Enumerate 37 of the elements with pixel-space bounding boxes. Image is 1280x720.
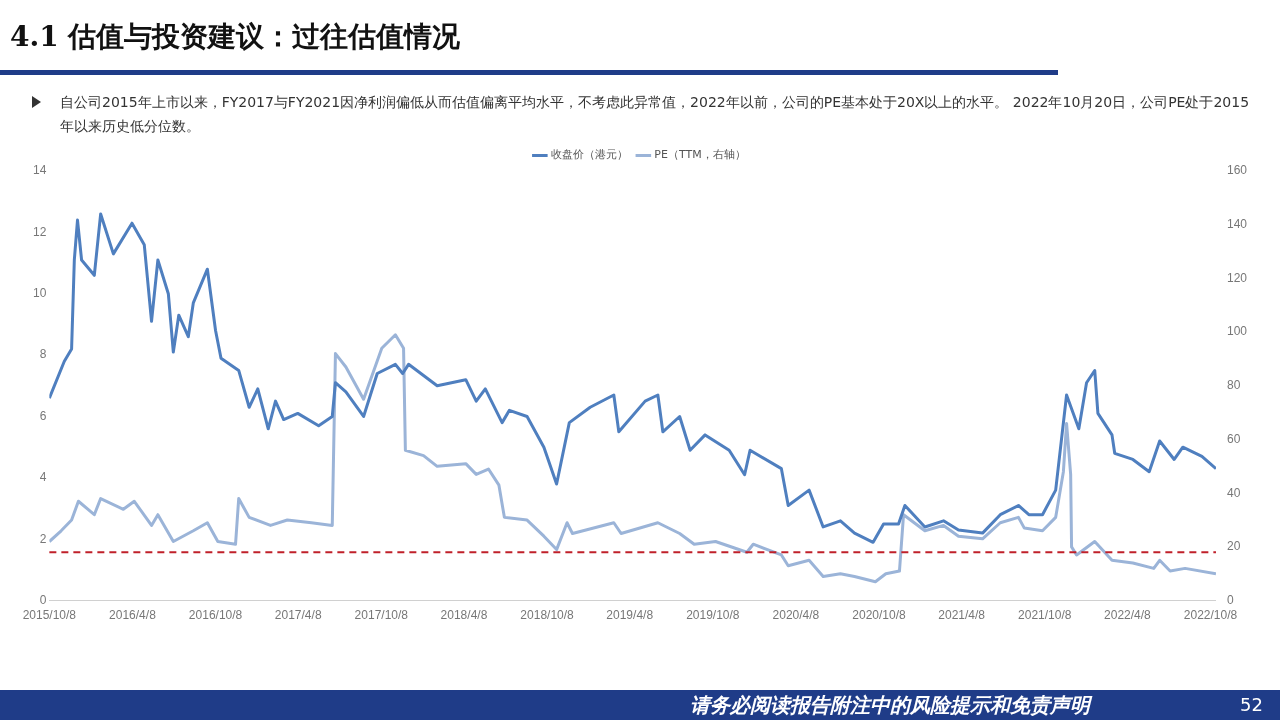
legend-label: 收盘价（港元）: [550, 148, 628, 162]
y-tick-label: 6: [39, 408, 47, 423]
y2-tick-label: 60: [1226, 431, 1241, 446]
chart-subtitle: 自公司2015年上市以来，FY2017与FY2021因净利润偏低从而估值偏离平均水平，不考虑此异常值，2022年以前，公司的PE基本处于20X以上的水平。 2022年10月20日，公司PE处于2015年以来历史低分位数。: [60, 93, 1251, 136]
x-tick-label: 2021/10/8: [1018, 608, 1072, 623]
x-tick-label: 2021/4/8: [938, 608, 986, 623]
x-tick-label: 2016/10/8: [188, 608, 243, 623]
x-tick-label: 2020/10/8: [852, 608, 907, 623]
x-tick-label: 2017/4/8: [274, 608, 322, 623]
y-tick-label: 12: [32, 224, 47, 239]
x-tick-label: 2022/10/8: [1183, 608, 1238, 623]
y-tick-label: 0: [39, 592, 47, 607]
y2-tick-label: 40: [1226, 485, 1241, 500]
y-tick-label: 14: [32, 163, 47, 178]
y2-tick-label: 100: [1226, 324, 1248, 339]
y2-tick-label: 80: [1226, 378, 1241, 393]
y2-tick-label: 160: [1226, 163, 1248, 178]
x-tick-label: 2015/10/8: [22, 608, 77, 623]
chart-title: 4.1 估值与投资建议：过往估值情况: [10, 19, 461, 55]
x-tick-label: 2016/4/8: [109, 608, 157, 623]
x-tick-label: 2019/4/8: [606, 608, 654, 623]
x-tick-label: 2019/10/8: [686, 608, 740, 623]
legend-label: PE（TTM，右轴）: [654, 148, 746, 162]
y-tick-label: 2: [39, 531, 47, 546]
y2-tick-label: 140: [1226, 217, 1248, 232]
x-tick-label: 2020/4/8: [772, 608, 820, 623]
x-tick-label: 2018/10/8: [520, 608, 575, 623]
y2-tick-label: 20: [1226, 539, 1241, 554]
y2-tick-label: 0: [1226, 592, 1234, 607]
x-tick-label: 2022/4/8: [1104, 608, 1152, 623]
x-tick-label: 2017/10/8: [354, 608, 409, 623]
y-tick-label: 4: [39, 470, 47, 485]
text: 52: [1240, 694, 1263, 715]
y-tick-label: 10: [32, 286, 47, 301]
y2-tick-label: 120: [1226, 270, 1248, 285]
y-tick-label: 8: [39, 347, 47, 362]
x-tick-label: 2018/4/8: [440, 608, 488, 623]
